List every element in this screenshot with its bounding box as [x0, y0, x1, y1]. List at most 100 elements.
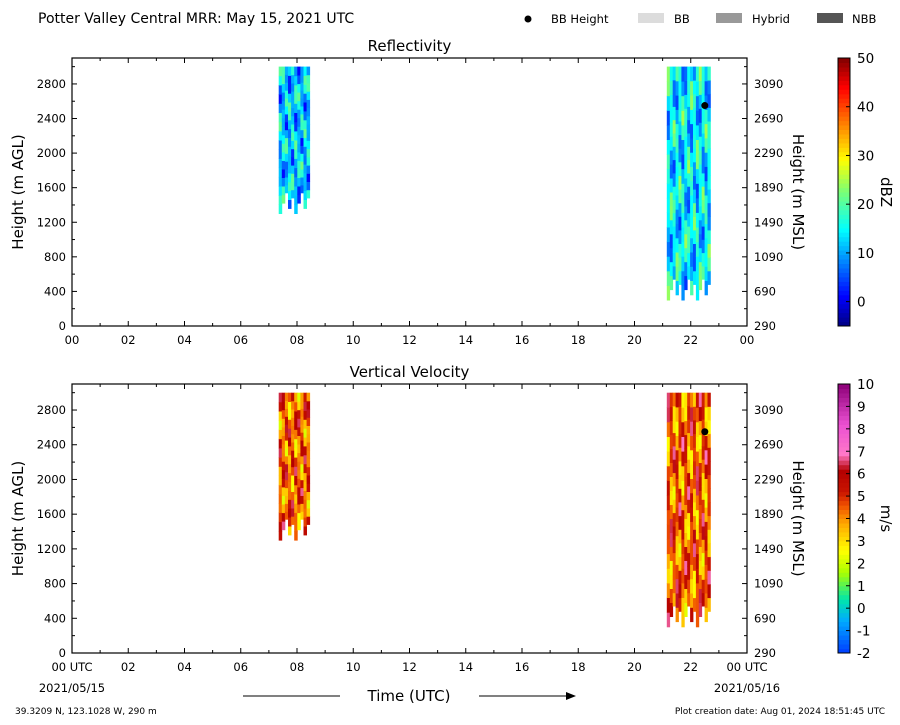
- x-tick-label: 00: [65, 333, 80, 347]
- colorbar-tick-label: 40: [857, 100, 874, 116]
- data-cell: [284, 432, 289, 441]
- data-cell: [666, 139, 671, 155]
- data-cell: [678, 189, 682, 204]
- colorbar-segment: [838, 514, 850, 519]
- creation-date-label: Plot creation date: Aug 01, 2024 18:51:4…: [675, 707, 885, 717]
- colorbar-segment: [838, 401, 850, 407]
- data-cell: [297, 427, 301, 436]
- data-cell: [288, 508, 292, 518]
- colorbar-segment: [838, 509, 850, 515]
- colorbar-segment: [838, 437, 850, 443]
- data-cell: [666, 110, 671, 126]
- colorbar-title: m/s: [877, 505, 895, 533]
- data-cell: [300, 106, 304, 115]
- data-cell: [687, 539, 691, 554]
- data-cell: [693, 529, 697, 544]
- data-cell: [675, 123, 679, 139]
- data-cell: [294, 121, 298, 132]
- data-cell: [690, 492, 694, 508]
- data-cell: [675, 607, 679, 623]
- data-cell: [666, 612, 671, 628]
- data-cell: [278, 130, 283, 141]
- colorbar-segment: [838, 496, 850, 502]
- data-cell: [675, 492, 679, 508]
- data-cell: [666, 66, 671, 82]
- data-cell: [281, 186, 286, 196]
- data-cell: [300, 400, 304, 409]
- colorbar-segment: [838, 545, 850, 551]
- date-end-label: 2021/05/16: [714, 681, 780, 695]
- colorbar-segment: [838, 71, 850, 77]
- colorbar-segment: [838, 446, 850, 452]
- data-cell: [678, 216, 682, 231]
- data-cell: [672, 93, 676, 107]
- y-tick-label: 1600: [37, 181, 66, 195]
- colorbar-segment: [838, 397, 850, 403]
- data-cell: [707, 529, 711, 544]
- data-cell: [672, 472, 676, 487]
- colorbar-segment: [838, 218, 850, 224]
- data-cell: [695, 241, 700, 257]
- data-cell: [690, 252, 694, 267]
- data-cell: [687, 93, 691, 107]
- data-cell: [294, 75, 298, 86]
- data-cell: [303, 173, 307, 183]
- data-cell: [675, 435, 679, 451]
- data-cell: [306, 409, 311, 418]
- data-cell: [693, 447, 697, 462]
- x-tick-label: 04: [177, 660, 192, 674]
- colorbar-segment: [838, 129, 850, 135]
- data-cell: [698, 206, 703, 221]
- data-cell: [284, 90, 289, 99]
- data-cell: [678, 175, 682, 190]
- data-cell: [693, 134, 697, 149]
- data-cell: [284, 392, 289, 401]
- x-tick-label: 02: [121, 660, 136, 674]
- data-cell: [693, 570, 697, 585]
- x-tick-label: 12: [402, 333, 417, 347]
- data-cell: [672, 579, 676, 594]
- data-cell: [300, 114, 304, 123]
- data-cell: [300, 90, 304, 99]
- data-cell: [684, 206, 688, 221]
- data-cell: [701, 472, 705, 487]
- data-cell: [690, 593, 694, 608]
- data-cell: [690, 449, 694, 465]
- data-cell: [701, 93, 705, 107]
- data-cell: [284, 106, 289, 115]
- colorbar-segment: [838, 80, 850, 86]
- data-cell: [306, 148, 311, 158]
- data-cell: [300, 161, 304, 170]
- colorbar-segment: [838, 388, 850, 394]
- data-cell: [291, 91, 295, 100]
- y-right-tick-label: 290: [754, 319, 776, 333]
- colorbar-segment: [838, 98, 850, 104]
- data-cell: [690, 180, 694, 196]
- data-cell: [303, 137, 307, 147]
- data-cell: [281, 486, 286, 496]
- data-cell: [284, 440, 289, 449]
- data-cell: [698, 518, 703, 533]
- data-cell: [687, 512, 691, 527]
- colorbar-segment: [838, 567, 850, 573]
- data-cell: [297, 152, 301, 161]
- colorbar-segment: [838, 107, 850, 113]
- data-cell: [666, 568, 671, 584]
- data-cell: [672, 266, 676, 280]
- data-cell: [693, 216, 697, 231]
- data-cell: [297, 83, 301, 93]
- data-cell: [690, 138, 694, 153]
- y-right-tick-label: 1490: [754, 215, 783, 229]
- data-cell: [291, 74, 295, 84]
- data-cell: [695, 480, 700, 496]
- data-cell: [278, 531, 283, 541]
- data-cell: [281, 512, 286, 522]
- data-cell: [675, 66, 679, 82]
- data-cell: [704, 123, 708, 139]
- x-tick-label: 16: [515, 333, 530, 347]
- data-cell: [278, 503, 283, 513]
- data-cell: [672, 106, 676, 121]
- colorbar-segment: [838, 62, 850, 68]
- data-cell: [707, 66, 711, 81]
